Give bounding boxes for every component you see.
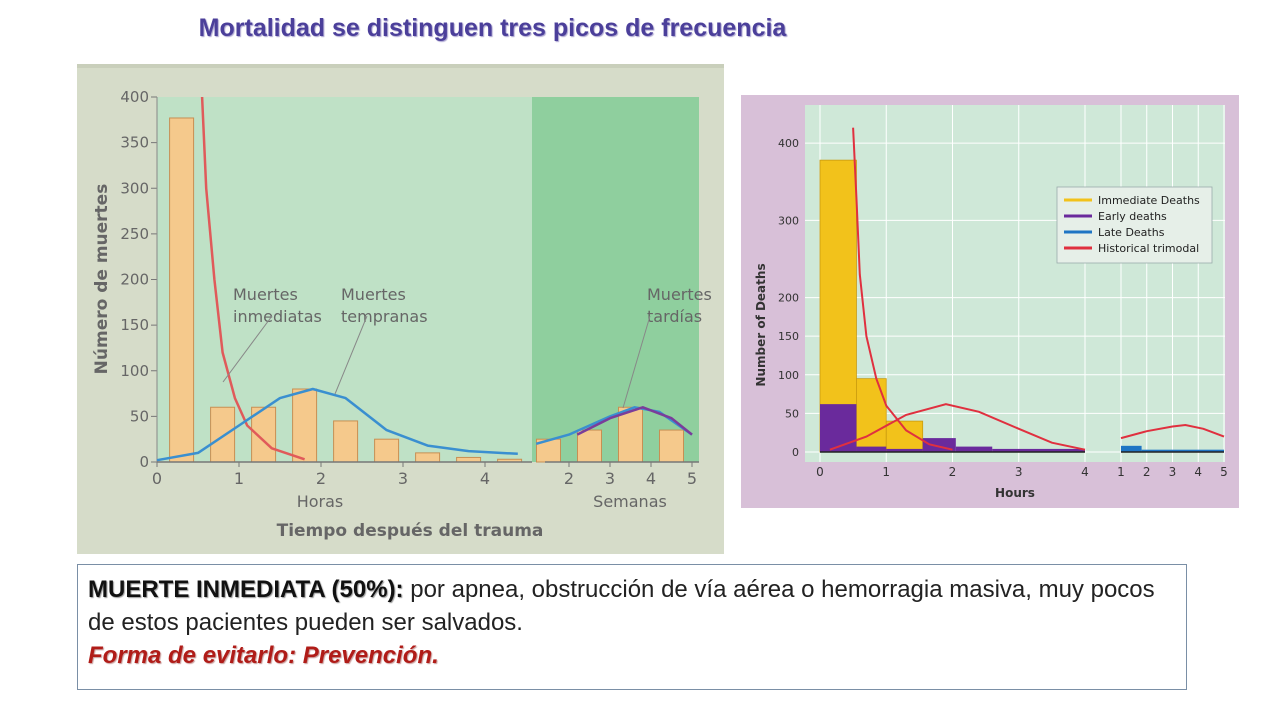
y-tick-label: 150: [120, 316, 149, 334]
frame-top-edge: [77, 64, 724, 68]
y-tick-label: 200: [778, 292, 799, 305]
y-tick-label: 0: [139, 453, 149, 471]
bar: [333, 420, 359, 463]
annotation-label: tempranas: [341, 307, 428, 326]
bar-late: [1141, 449, 1224, 452]
y-axis-title: Número de muertes: [92, 184, 112, 375]
annotation-label: Muertes: [233, 285, 298, 304]
annotation-label: inmediatas: [233, 307, 322, 326]
x-tick-label: 0: [152, 469, 162, 488]
x-tick-label: 4: [646, 469, 656, 488]
bar-late: [1121, 445, 1142, 452]
bar-immediate: [819, 159, 857, 453]
english-mortality-chart: 0 50 100 150 200 300 400 0 1 2 3 4 1 2 3 4 5 Hours Number …: [741, 95, 1239, 508]
y-tick-label: 100: [778, 369, 799, 382]
y-tick-label: 100: [120, 362, 149, 380]
bar: [577, 429, 602, 463]
bar-immediate: [856, 378, 887, 453]
weeks-shade: [532, 97, 699, 462]
annotation-leader: [334, 315, 368, 395]
annotation-leader: [622, 315, 651, 409]
english-mortality-svg: 0 50 100 150 200 300 400 0 1 2 3 4 1 2 3 4 5 Hours Number …: [741, 95, 1239, 508]
bar: [659, 429, 684, 463]
x-tick-label: 4: [480, 469, 490, 488]
legend-label: Immediate Deaths: [1098, 194, 1200, 207]
bar-early: [992, 448, 1085, 452]
legend-label: Early deaths: [1098, 210, 1167, 223]
immediate-death-textbox: MUERTE INMEDIATA (50%): por apnea, obstr…: [77, 564, 1187, 690]
curve-1: [156, 387, 518, 462]
x-tick-label: 1: [882, 465, 890, 479]
bar: [618, 406, 643, 463]
y-tick-label: 400: [778, 137, 799, 150]
y-tick-label: 300: [120, 179, 149, 197]
x-tick-label: 2: [949, 465, 957, 479]
curve-historical-early: [829, 403, 1086, 451]
x-segment-label-weeks: Semanas: [593, 492, 667, 511]
spanish-mortality-chart: 0 50 100 150 200 250 300 350 400 0 1 2 3 4 2 3 4 5 Horas Se…: [77, 64, 724, 554]
x-tick-label: 3: [605, 469, 615, 488]
y-tick-label: 200: [120, 271, 149, 289]
y-tick-label: 50: [785, 407, 799, 420]
curve-historical-late: [1120, 423, 1225, 440]
y-tick-label: 250: [120, 225, 149, 243]
bar: [210, 406, 236, 463]
legend-label: Historical trimodal: [1098, 242, 1199, 255]
y-tick-label: 50: [130, 407, 149, 425]
x-tick-label: 1: [234, 469, 244, 488]
slide-title: Mortalidad se distinguen tres picos de f…: [198, 14, 787, 42]
bar: [292, 388, 318, 463]
x-axis-title: Hours: [995, 486, 1035, 500]
y-tick-label: 300: [778, 214, 799, 227]
x-tick-label: 3: [398, 469, 408, 488]
y-tick-label: 350: [120, 134, 149, 152]
curve-3: [576, 406, 693, 436]
x-segment-label-hours: Horas: [297, 492, 344, 511]
x-axis-title: Tiempo después del trauma: [277, 521, 544, 541]
annotation-leader: [222, 315, 273, 383]
bar: [374, 438, 400, 463]
textbox-heading: MUERTE INMEDIATA (50%):: [88, 576, 404, 603]
bar: [169, 117, 195, 463]
y-tick-label: 150: [778, 330, 799, 343]
x-tick-label: 5: [687, 469, 697, 488]
x-tick-label: 2: [564, 469, 574, 488]
x-tick-label: 4: [1194, 465, 1202, 479]
x-tick-label: 5: [1220, 465, 1228, 479]
curve-0: [200, 96, 305, 461]
bar-early: [820, 404, 857, 452]
x-tick-label: 2: [1143, 465, 1151, 479]
annotation-label: tardías: [647, 307, 702, 326]
y-tick-label: 400: [120, 88, 149, 106]
x-tick-label: 3: [1015, 465, 1023, 479]
legend-label: Late Deaths: [1098, 226, 1165, 239]
x-tick-label: 3: [1169, 465, 1177, 479]
textbox-prevention: Forma de evitarlo: Prevención.: [88, 642, 439, 669]
x-tick-label: 4: [1081, 465, 1089, 479]
curve-historical-immediate: [852, 127, 953, 451]
bar: [415, 452, 441, 463]
x-tick-label: 2: [316, 469, 326, 488]
bar-early: [886, 448, 923, 452]
y-axis-title: Number of Deaths: [754, 263, 768, 386]
x-tick-label: 0: [816, 465, 824, 479]
bar-early: [955, 446, 993, 452]
textbox-body: por apnea, obstrucción de vía aérea o he…: [88, 576, 1155, 636]
spanish-mortality-svg: 0 50 100 150 200 250 300 350 400 0 1 2 3 4 2 3 4 5 Horas Se…: [77, 64, 724, 554]
y-tick-label: 0: [792, 446, 799, 459]
x-tick-label: 1: [1117, 465, 1125, 479]
annotation-label: Muertes: [341, 285, 406, 304]
annotation-label: Muertes: [647, 285, 712, 304]
bar-early: [856, 446, 887, 452]
